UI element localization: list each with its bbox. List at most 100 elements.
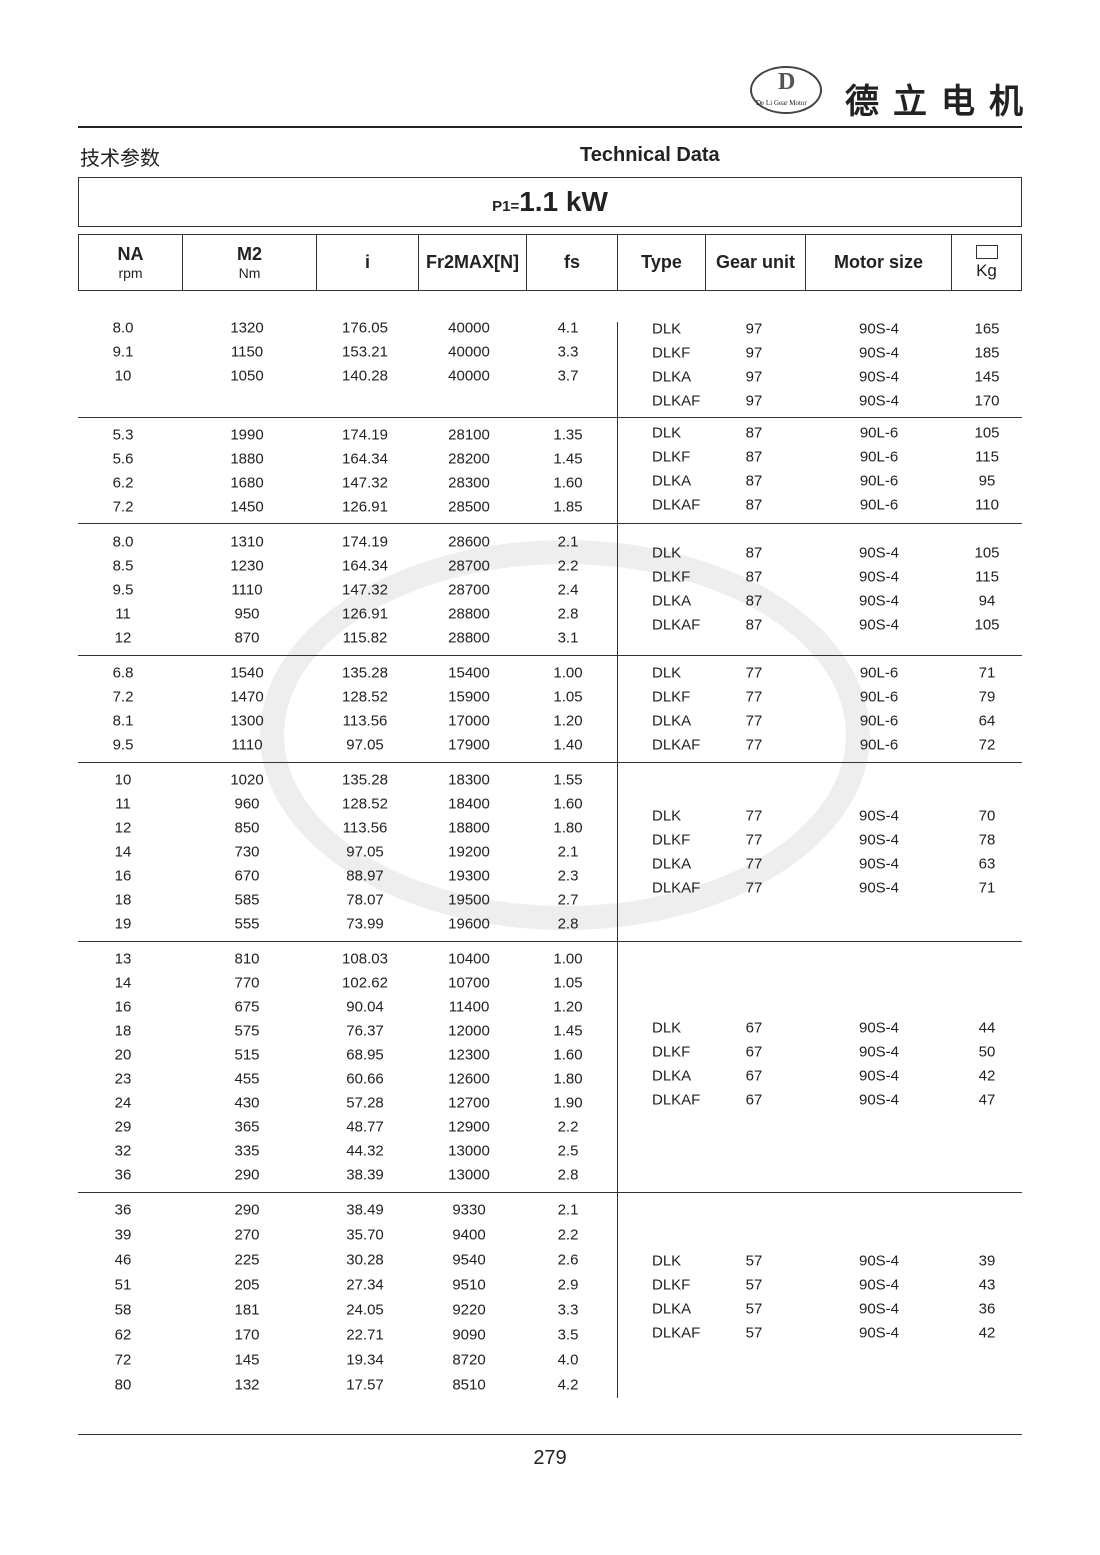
cell-m2: 1450 bbox=[230, 498, 264, 516]
cell-fr: 13000 bbox=[448, 1142, 490, 1160]
cell-fs: 1.40 bbox=[553, 736, 583, 754]
cell-fs: 2.1 bbox=[557, 533, 579, 551]
group-divider bbox=[78, 762, 1022, 763]
weight-icon bbox=[975, 244, 998, 259]
cell-fs: 2.8 bbox=[557, 605, 579, 623]
cell-motor-size: 90S-4 bbox=[858, 568, 900, 586]
cell-m2: 950 bbox=[234, 605, 260, 623]
cell-motor-size: 90S-4 bbox=[858, 831, 900, 849]
cell-motor-size: 90S-4 bbox=[858, 855, 900, 873]
cell-fr: 9400 bbox=[452, 1226, 486, 1244]
group-divider bbox=[78, 941, 1022, 942]
cell-type: DLKF bbox=[652, 344, 691, 362]
cell-fs: 2.2 bbox=[557, 557, 579, 575]
col-na-unit: rpm bbox=[118, 265, 143, 281]
cell-m2: 1680 bbox=[230, 474, 264, 492]
cell-motor-size: 90S-4 bbox=[858, 1276, 900, 1294]
cell-m2: 1110 bbox=[231, 736, 263, 754]
cell-fr: 12600 bbox=[448, 1070, 490, 1088]
cell-type: DLKA bbox=[652, 712, 692, 730]
cell-na: 18 bbox=[114, 891, 132, 909]
cell-motor-size: 90L-6 bbox=[859, 424, 899, 442]
col-m2-label: M2 bbox=[236, 244, 262, 264]
cell-fr: 12900 bbox=[448, 1118, 490, 1136]
cell-na: 19 bbox=[114, 915, 132, 933]
cell-gear-unit: 57 bbox=[745, 1300, 763, 1318]
cell-i: 174.19 bbox=[342, 533, 388, 551]
cell-na: 9.5 bbox=[112, 581, 134, 599]
group-divider bbox=[78, 417, 1022, 418]
cell-motor-size: 90L-6 bbox=[859, 496, 899, 514]
cell-weight: 185 bbox=[974, 344, 1000, 362]
cell-na: 5.6 bbox=[112, 450, 134, 468]
cell-na: 9.1 bbox=[112, 343, 134, 361]
cell-motor-size: 90S-4 bbox=[858, 616, 900, 634]
cell-type: DLKA bbox=[652, 592, 692, 610]
cell-i: 153.21 bbox=[342, 343, 388, 361]
cell-gear-unit: 87 bbox=[745, 496, 763, 514]
col-i: i bbox=[317, 235, 419, 290]
cell-weight: 115 bbox=[975, 448, 999, 466]
cell-type: DLKF bbox=[652, 831, 691, 849]
cell-m2: 585 bbox=[234, 891, 260, 909]
cell-weight: 71 bbox=[978, 879, 996, 897]
cell-i: 48.77 bbox=[346, 1118, 384, 1136]
cell-i: 140.28 bbox=[342, 367, 388, 385]
header-rule bbox=[78, 126, 1022, 128]
cell-fr: 28800 bbox=[448, 605, 490, 623]
cell-type: DLKAF bbox=[652, 879, 701, 897]
cell-i: 102.62 bbox=[342, 974, 388, 992]
cell-motor-size: 90L-6 bbox=[859, 448, 899, 466]
cell-fs: 3.3 bbox=[557, 343, 579, 361]
cell-fr: 40000 bbox=[448, 343, 490, 361]
group-divider bbox=[78, 655, 1022, 656]
cell-i: 30.28 bbox=[346, 1251, 384, 1269]
cell-motor-size: 90S-4 bbox=[858, 1091, 900, 1109]
cell-m2: 770 bbox=[234, 974, 260, 992]
col-motor: Motor size bbox=[806, 235, 952, 290]
cell-motor-size: 90S-4 bbox=[858, 1252, 900, 1270]
cell-motor-size: 90S-4 bbox=[858, 544, 900, 562]
cell-motor-size: 90S-4 bbox=[858, 344, 900, 362]
cell-fs: 2.8 bbox=[557, 915, 579, 933]
cell-i: 115.82 bbox=[342, 629, 388, 647]
cell-gear-unit: 87 bbox=[745, 568, 763, 586]
cell-weight: 105 bbox=[974, 544, 1000, 562]
cell-m2: 225 bbox=[234, 1251, 260, 1269]
cell-i: 147.32 bbox=[342, 474, 388, 492]
cell-gear-unit: 77 bbox=[745, 736, 763, 754]
cell-i: 135.28 bbox=[342, 771, 388, 789]
cell-gear-unit: 87 bbox=[745, 472, 763, 490]
cell-m2: 170 bbox=[234, 1326, 260, 1344]
cell-fr: 12000 bbox=[448, 1022, 490, 1040]
logo-text: De Li Gear Motor bbox=[756, 99, 807, 107]
cell-m2: 515 bbox=[234, 1046, 260, 1064]
cell-i: 90.04 bbox=[346, 998, 384, 1016]
cell-type: DLKF bbox=[652, 1276, 691, 1294]
group-divider bbox=[78, 1192, 1022, 1193]
cell-fr: 19200 bbox=[448, 843, 490, 861]
cell-m2: 205 bbox=[234, 1276, 260, 1294]
cell-i: 113.56 bbox=[342, 712, 388, 730]
cell-weight: 63 bbox=[978, 855, 996, 873]
cell-weight: 110 bbox=[975, 496, 999, 514]
cell-type: DLKAF bbox=[652, 1324, 701, 1342]
cell-weight: 165 bbox=[974, 320, 1000, 338]
cell-type: DLKAF bbox=[652, 496, 701, 514]
cell-fr: 18400 bbox=[448, 795, 490, 813]
col-fs-label: fs bbox=[563, 252, 580, 272]
cell-m2: 1150 bbox=[230, 343, 264, 361]
cell-fs: 3.1 bbox=[557, 629, 579, 647]
cell-motor-size: 90L-6 bbox=[859, 736, 899, 754]
cell-gear-unit: 77 bbox=[745, 831, 763, 849]
cell-fr: 9220 bbox=[452, 1301, 486, 1319]
cell-fr: 8720 bbox=[452, 1351, 486, 1369]
col-motor-label: Motor size bbox=[833, 252, 923, 272]
page-number: 279 bbox=[533, 1447, 567, 1469]
cell-na: 5.3 bbox=[112, 426, 134, 444]
cell-fs: 2.3 bbox=[557, 867, 579, 885]
cell-m2: 365 bbox=[234, 1118, 260, 1136]
cell-motor-size: 90S-4 bbox=[858, 592, 900, 610]
cell-m2: 850 bbox=[234, 819, 260, 837]
cell-na: 11 bbox=[115, 795, 131, 813]
